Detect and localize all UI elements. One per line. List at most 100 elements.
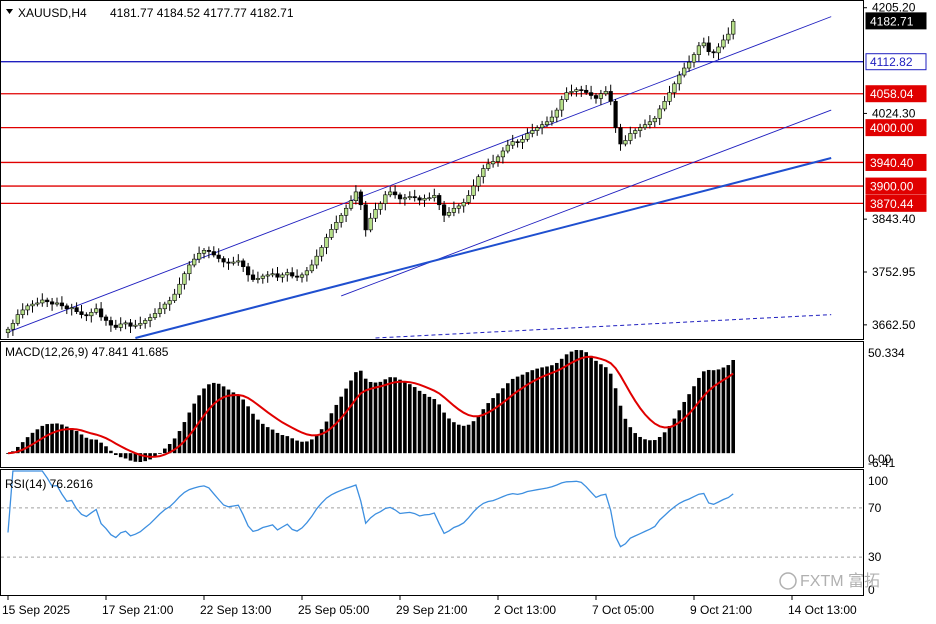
macd-bar [506, 383, 510, 454]
candle-body [701, 42, 706, 47]
macd-bar [476, 415, 481, 454]
macd-bar [496, 393, 500, 454]
macd-bar [447, 418, 451, 454]
candle-body [197, 252, 202, 260]
candle-body [255, 278, 261, 280]
macd-bar [711, 370, 716, 454]
macd-bar [437, 404, 441, 454]
macd-bar [442, 412, 446, 454]
macd-bar [305, 441, 309, 454]
macd-bar [74, 431, 79, 454]
macd-bar [452, 422, 456, 454]
candle-body [64, 305, 69, 310]
candle-body [544, 121, 550, 126]
macd-bar [226, 389, 231, 454]
macd-bar [359, 370, 363, 454]
macd-bar [525, 372, 530, 454]
price-axis: 4205.20 4024.30 3843.40 3752.95 3662.50 50.33… [863, 1, 916, 597]
candle-body [89, 311, 94, 317]
candle-body [515, 141, 520, 143]
macd-bar [535, 368, 539, 454]
candle-body [84, 314, 89, 317]
macd-bar [716, 369, 721, 454]
candle-body [128, 322, 133, 327]
price-tag-label: 3900.00 [870, 180, 914, 194]
macd-bar [363, 378, 368, 454]
macd-bar [491, 398, 495, 454]
candle-body [79, 311, 84, 315]
candle-body [314, 255, 319, 266]
candle-body [686, 61, 692, 69]
macd-bar [643, 439, 647, 454]
candle-body [35, 302, 40, 305]
macd-bar [349, 380, 353, 454]
macd-bar [702, 371, 706, 454]
macd-bar [373, 382, 378, 454]
candle-body [657, 108, 662, 119]
macd-bar [457, 424, 461, 454]
candle-body [647, 121, 652, 126]
price-tick-label: 3843.40 [872, 212, 916, 226]
candle-body [143, 320, 148, 324]
candle-body [241, 260, 246, 268]
candle-body [628, 133, 633, 141]
macd-bar [290, 438, 294, 454]
macd-bar [275, 432, 280, 454]
candle-body [603, 91, 608, 95]
macd-bar [677, 410, 682, 454]
main-support-line[interactable] [135, 157, 832, 339]
macd-bar [633, 433, 637, 454]
channel-lower-line[interactable] [341, 109, 832, 297]
macd-bar [69, 428, 74, 454]
macd-bar [604, 367, 608, 454]
macd-bar [251, 413, 255, 454]
macd-bar [109, 450, 113, 454]
rsi-indicator [1, 470, 863, 558]
rsi-line [7, 470, 734, 548]
candle-body [559, 99, 564, 111]
candle-body [490, 161, 496, 165]
macd-tick-label: 0.00 [868, 452, 892, 466]
channel-upper-line[interactable] [7, 16, 832, 333]
price-tick-label: 4205.20 [872, 1, 916, 15]
candle-body [275, 273, 280, 278]
candle-body [187, 264, 192, 275]
candle-body [94, 308, 99, 313]
candle-body [569, 91, 574, 93]
rsi-label: RSI(14) 76.2616 [5, 477, 93, 491]
candle-body [201, 250, 207, 254]
macd-bar [657, 436, 662, 454]
price-tag-label: 4112.82 [870, 55, 913, 69]
candle-body [285, 272, 290, 276]
price-tick-label: 4024.30 [872, 106, 916, 120]
dropdown-triangle-icon[interactable] [6, 9, 13, 14]
candle-body [231, 261, 236, 264]
candle-body [402, 197, 408, 200]
candle-body [339, 214, 344, 223]
macd-bar [167, 444, 172, 454]
candle-body [148, 317, 153, 321]
candle-body [363, 204, 368, 231]
macd-bar [212, 382, 216, 454]
candle-body [574, 89, 579, 92]
candle-body [706, 42, 711, 52]
macd-bar [84, 437, 89, 454]
candle-body [329, 229, 334, 238]
candle-body [290, 272, 295, 277]
macd-bar [6, 453, 10, 454]
macd-bar [50, 423, 54, 454]
candle-body [373, 209, 378, 219]
price-tag-label: 4058.04 [870, 87, 914, 101]
candle-body [696, 45, 701, 55]
candle-body [392, 191, 398, 196]
candle-body [422, 198, 427, 201]
macd-bar [594, 360, 598, 454]
macd-bar [99, 442, 103, 454]
candle-body [99, 308, 104, 318]
macd-bar [432, 399, 437, 454]
time-tick-label: 14 Oct 13:00 [788, 603, 857, 617]
price-tag [865, 53, 927, 71]
lower-dashed-line[interactable] [375, 314, 832, 339]
candle-body [588, 92, 594, 96]
